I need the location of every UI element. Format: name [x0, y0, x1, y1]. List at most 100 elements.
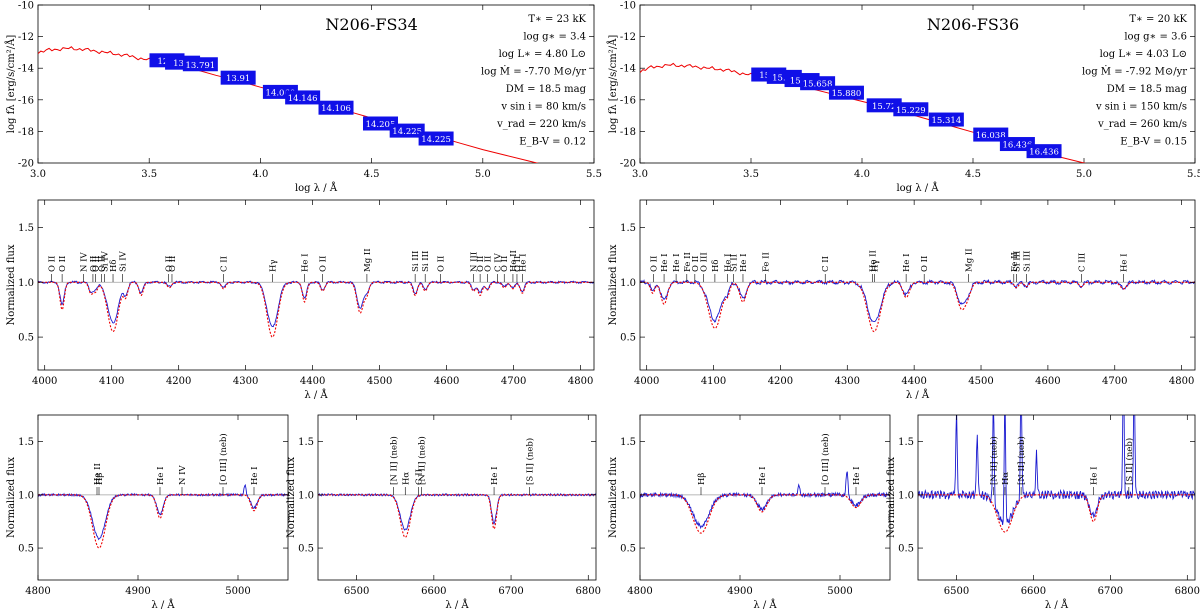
- spec_fs34_blue-xtick-label: 4800: [568, 376, 593, 387]
- spec_fs36_blue-xtick-label: 4700: [1102, 376, 1127, 387]
- spec_fs34_blue-frame: [37, 199, 595, 371]
- sed_fs34-param-2: log L∗ = 4.80 L⊙: [499, 49, 586, 60]
- spec_fs36_blue-model-spectrum: [640, 281, 1195, 333]
- spec_fs36_blue-line-label: Fe II: [762, 252, 772, 272]
- spec_fs34_blue-xtick-label: 4100: [99, 376, 124, 387]
- sed_fs34-panel: 3.0 3.5 4.0 4.5 5.0 5.5 -10 -12 -14 -16 -18 -20 log …: [5, 1, 602, 195]
- spec_fs34_hb-ytick-label: 0.5: [18, 544, 34, 555]
- spec_fs34_blue-line-label: O II: [92, 256, 102, 272]
- spec_fs36_hb-line-label: [O III] (neb): [820, 433, 831, 485]
- sed_fs36-photometry-label: 16.436: [1029, 148, 1059, 158]
- sed_fs34-xtick-label: 5.5: [586, 169, 602, 180]
- spec_fs34_blue-line-label: Hγ: [268, 260, 278, 273]
- spec_fs34_hb-xlabel: λ / Å: [151, 599, 175, 611]
- sed_fs34-ytick-label: -20: [18, 159, 34, 170]
- sed_fs34-ytick-label: -14: [18, 64, 34, 75]
- sed_fs36-photometry-box: [973, 127, 1009, 142]
- spec_fs36_hb-ytick-label: 1.5: [620, 437, 636, 448]
- spec_fs36_blue-line-label: O II: [691, 256, 701, 272]
- sed_fs34-title: N206-FS34: [325, 15, 417, 34]
- sed_fs36-xtick-label: 3.5: [743, 169, 759, 180]
- spec_fs34_blue-line-label: He I: [518, 253, 528, 272]
- spec_fs36_ha-observed-spectrum: [918, 415, 1195, 526]
- spec_fs34_blue-xtick-label: 4500: [367, 376, 392, 387]
- spec_fs36_ha-xlabel: λ / Å: [1045, 599, 1069, 611]
- sed_fs34-xtick-label: 4.5: [364, 169, 380, 180]
- spec_fs36_hb-line-label: Hβ: [697, 473, 707, 485]
- spec_fs34_ha-line-label: [N II] (neb): [389, 436, 400, 485]
- sed_fs34-photometry-box: [182, 57, 218, 72]
- spec_fs34_hb-frame: [37, 414, 289, 581]
- spec_fs34_blue-line-label: O II: [437, 256, 447, 272]
- spec_fs36_blue-line-label: Fe II: [1010, 252, 1020, 272]
- sed_fs36-param-0: T∗ = 20 kK: [1129, 14, 1187, 25]
- spec_fs36_blue-ylabel: Normalized flux: [608, 244, 619, 325]
- spec_fs34_blue-line-label: He I: [301, 253, 311, 272]
- sed_fs36-photometry-label: 15.314: [931, 116, 961, 126]
- spec_fs34_ha-line-label: He I: [490, 466, 500, 485]
- spec_fs34_blue-xtick-label: 4700: [501, 376, 526, 387]
- spec_fs36_blue-line-label: Hγ: [871, 260, 881, 273]
- spec_fs36_blue-line-label: C III: [1077, 253, 1087, 272]
- sed_fs34-photometry-box: [362, 116, 398, 131]
- spec_fs34_blue-ytick-label: 1.0: [18, 278, 34, 289]
- spec_fs36_hb-frame: [639, 414, 891, 581]
- spec_fs34_blue-line-label: O II: [476, 256, 486, 272]
- spec_fs34_ha-ytick-label: 0.5: [298, 544, 314, 555]
- spec_fs34_hb-line-label: Hβ: [95, 473, 105, 485]
- spec_fs36_blue-panel: 4000 4100 4200 4300 4400 4500 4600 4700 4800 0.5 1…: [608, 199, 1196, 401]
- sed_fs34-photometry-label: 14.106: [321, 104, 351, 114]
- sed_fs36-ytick-label: -12: [620, 32, 636, 43]
- spec_fs34_blue-observed-spectrum: [38, 280, 594, 328]
- spec_fs36_blue-line-label: O III: [700, 252, 710, 272]
- spec_fs34_ha-line-label: [N II] (neb): [416, 436, 427, 485]
- sed_fs36-photometry-box: [928, 112, 964, 127]
- sed_fs36-photometry-label: 15.55: [772, 73, 796, 83]
- sed_fs36-param-2: log L∗ = 4.03 L⊙: [1100, 49, 1187, 60]
- sed_fs34-photometry-label: 14.205: [366, 120, 396, 130]
- spec_fs34_hb-line-label: He I: [156, 466, 166, 485]
- spec_fs34_ha-ytick-label: 1.0: [298, 490, 314, 501]
- sed_fs36-model-sed-line: [640, 62, 1087, 163]
- spec_fs36_blue-line-label: Fe II: [683, 252, 693, 272]
- sed_fs36-param-4: DM = 18.5 mag: [1107, 84, 1188, 95]
- spec_fs34_ha-xtick-label: 6800: [576, 586, 601, 597]
- spec_fs34_blue-line-label: O II: [500, 256, 510, 272]
- sed_fs36-ytick-label: -16: [620, 95, 636, 106]
- spec_fs36_blue-ytick-label: 1.5: [620, 223, 636, 234]
- spec_fs36_blue-line-label: C II: [821, 256, 831, 272]
- spec_fs36_blue-line-label: He I: [672, 253, 682, 272]
- sed_fs34-photometry-label: 13.791: [185, 61, 215, 71]
- spec_fs34_blue-model-spectrum: [38, 281, 594, 338]
- sed_fs34-ytick-label: -18: [18, 127, 34, 138]
- sed_fs36-photometry-label: 16.436: [1003, 141, 1033, 151]
- sed_fs34-ytick-label: -16: [18, 95, 34, 106]
- spec_fs36_hb-line-label: He I: [852, 466, 862, 485]
- spec_fs36_blue-line-label: Si II: [730, 254, 740, 272]
- spec_fs36_blue-line-label: He I: [660, 253, 670, 272]
- spec_fs34_blue-ytick-label: 1.5: [18, 223, 34, 234]
- spec_fs36_hb-observed-spectrum: [640, 471, 890, 530]
- spec_fs34_blue-line-label: O II: [47, 256, 57, 272]
- sed_fs34-ytick-label: -10: [18, 1, 34, 12]
- sed_fs36-xlabel: log λ / Å: [896, 182, 939, 194]
- sed_fs36-title: N206-FS36: [927, 15, 1019, 34]
- sed_fs34-xlabel: log λ / Å: [295, 182, 338, 194]
- spec_fs34_ha-model-spectrum: [318, 494, 596, 539]
- spec_fs34_ha-frame: [317, 414, 597, 581]
- spec_fs36_ha-ytick-label: 1.0: [898, 490, 914, 501]
- sed_fs36-param-6: v_rad = 260 km/s: [1097, 119, 1187, 130]
- sed_fs34-photometry-box: [418, 131, 454, 146]
- spec_fs36_blue-line-label: He I: [1119, 253, 1129, 272]
- sed_fs34-param-5: v sin i = 80 km/s: [500, 102, 586, 113]
- spec_fs34_blue-line-label: O II: [483, 256, 493, 272]
- spec_fs34_hb-model-spectrum: [38, 494, 288, 549]
- spec_fs36_ha-ytick-label: 1.5: [898, 437, 914, 448]
- spec_fs36_blue-line-label: He II: [869, 250, 879, 272]
- spec_fs34_blue-line-label: Si III: [421, 251, 431, 272]
- spec_fs36_ha-xtick-label: 6600: [1021, 586, 1046, 597]
- spec_fs36_ha-ytick-label: 0.5: [898, 544, 914, 555]
- spec_fs36_blue-line-label: Mg II: [964, 248, 974, 272]
- spec_fs34_blue-line-label: N IV: [80, 252, 90, 272]
